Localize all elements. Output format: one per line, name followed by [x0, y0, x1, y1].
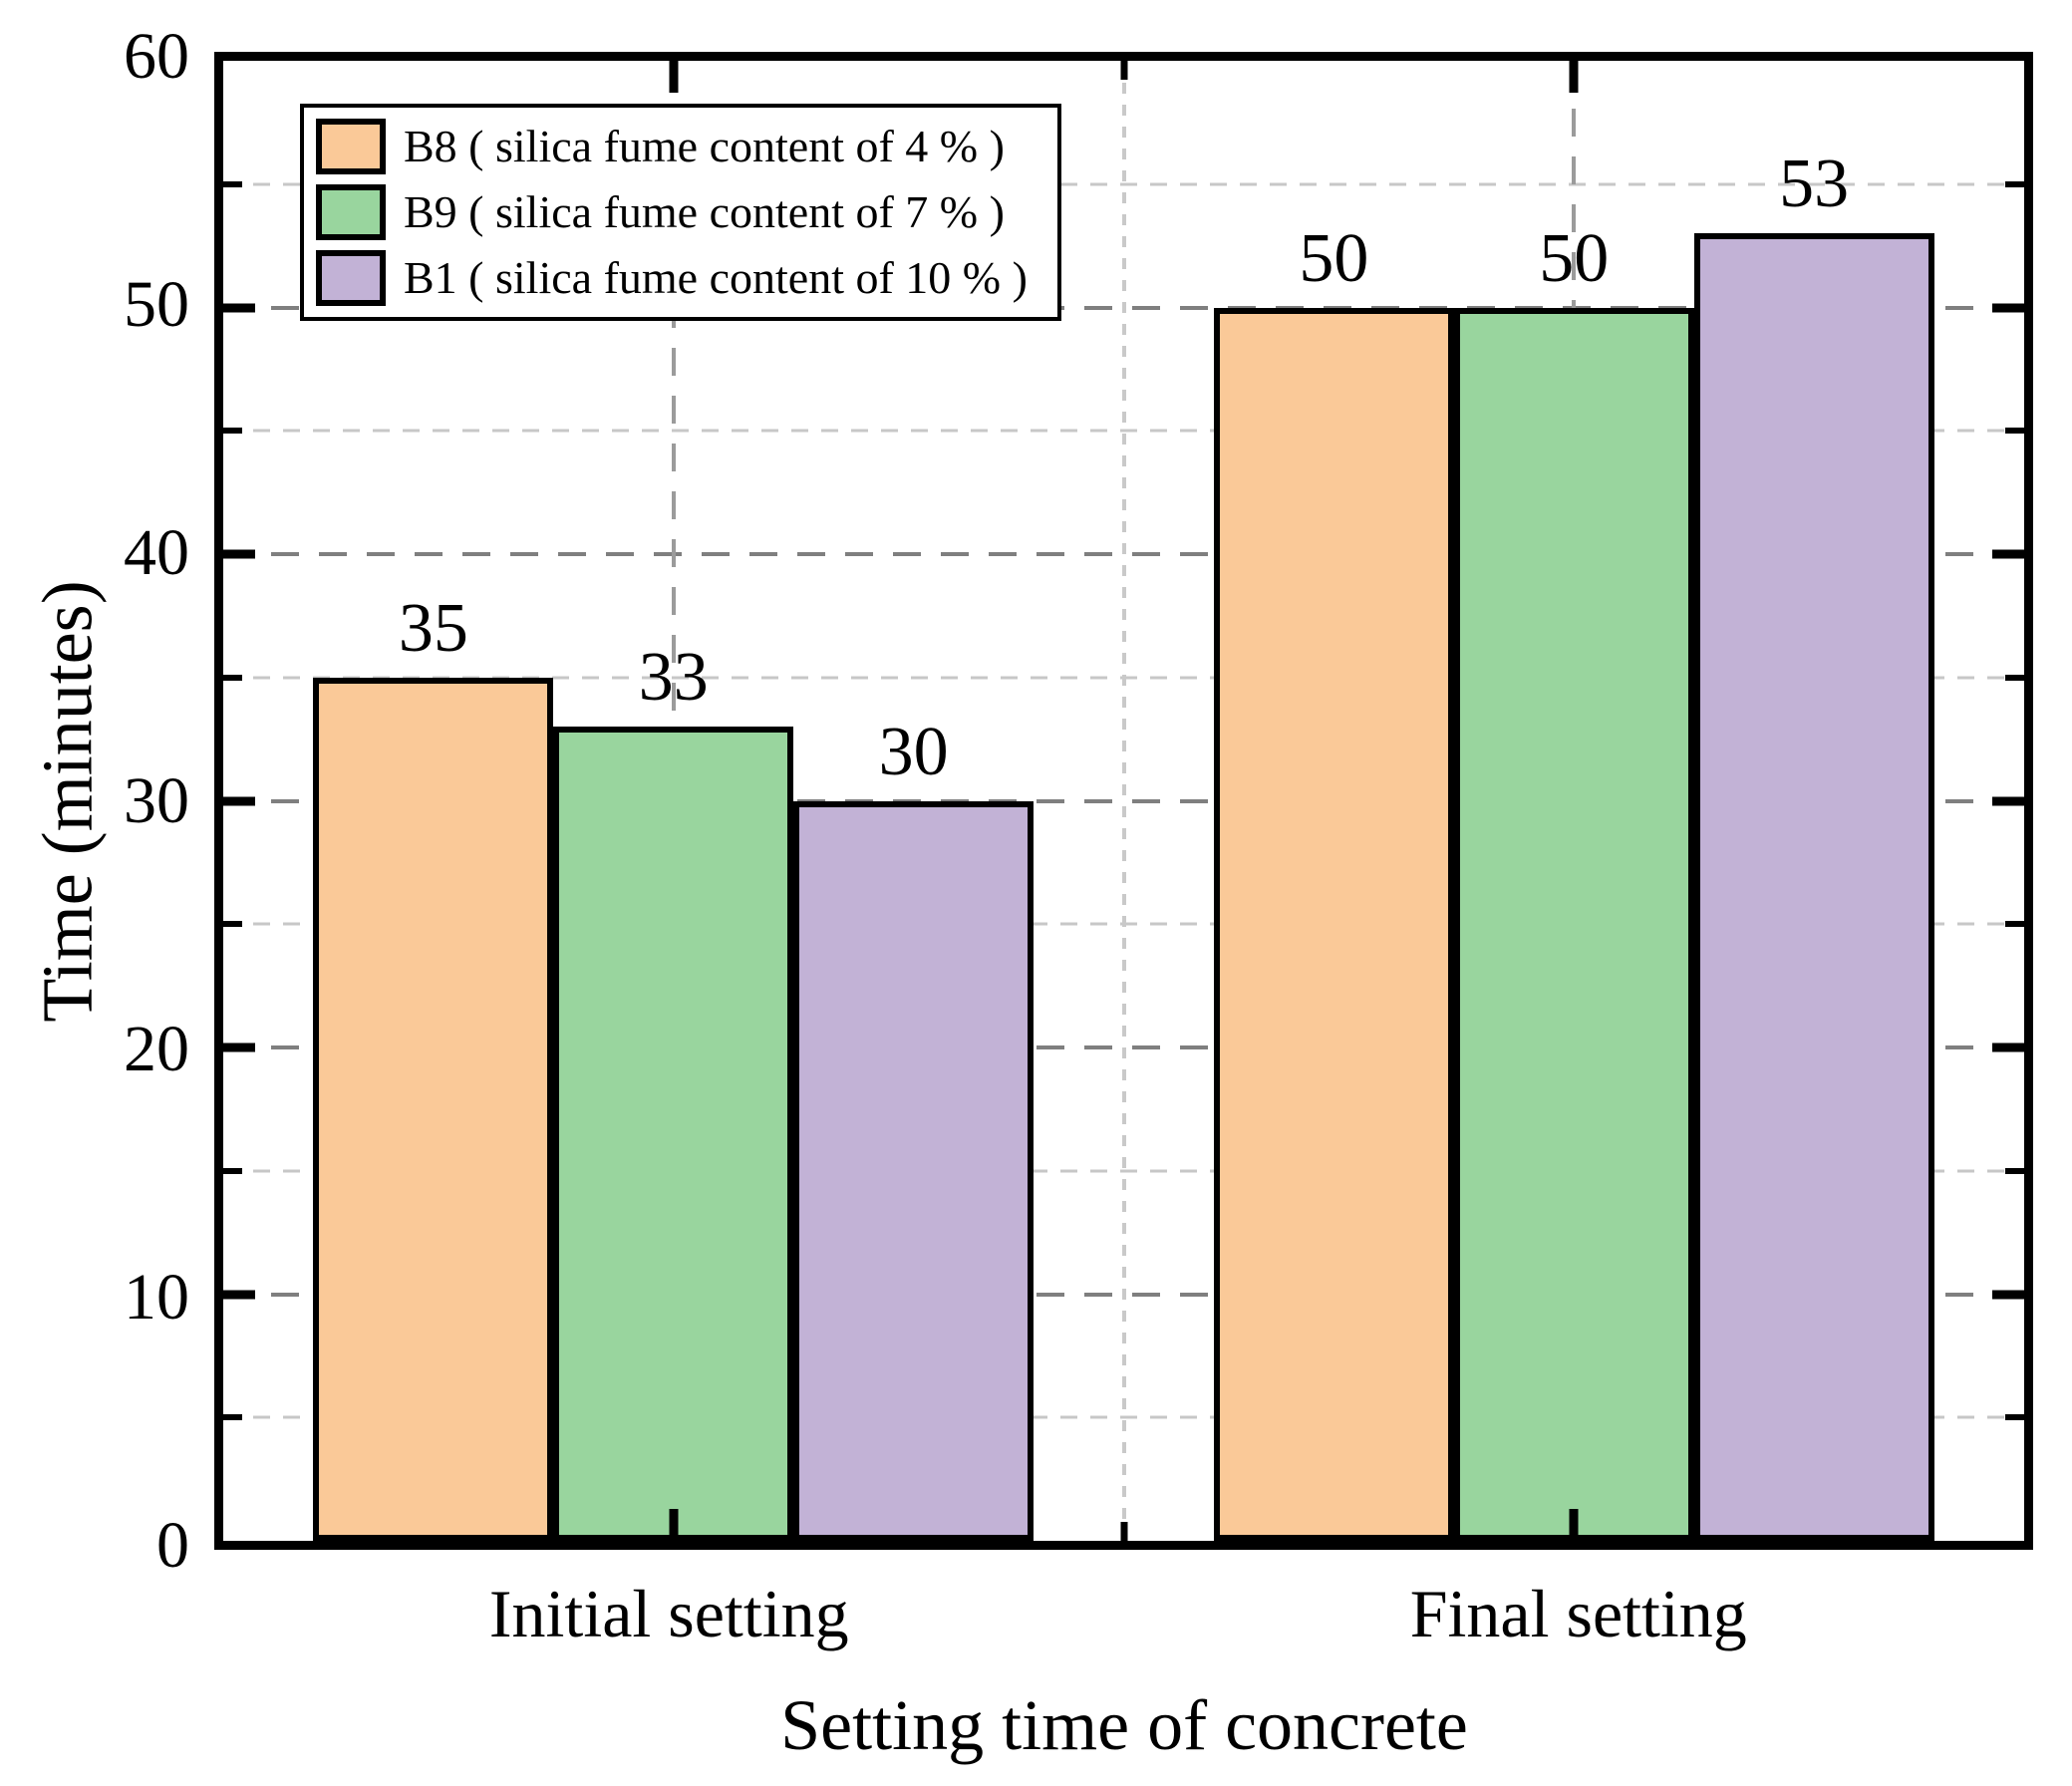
ytick-left-5	[223, 1414, 242, 1421]
bar-value-label: 50	[1539, 219, 1610, 297]
ytick-left-10	[223, 1290, 255, 1299]
bar-value-label: 53	[1779, 146, 1850, 223]
legend-swatch-icon	[316, 250, 386, 306]
xtick-bottom-0	[669, 1509, 679, 1541]
ytick-left-50	[223, 303, 255, 312]
ytick-left-15	[223, 1167, 242, 1174]
y-tick-label-50: 50	[124, 267, 189, 341]
gridline-x-boundary	[1121, 61, 1126, 1541]
legend-row-2: B1 ( silica fume content of 10 % )	[316, 245, 1028, 311]
legend-label-1: B9 ( silica fume content of 7 % )	[404, 186, 1005, 237]
y-tick-label-60: 60	[124, 19, 189, 93]
bar-initial-setting-s0	[313, 677, 554, 1541]
ytick-left-20	[223, 1042, 255, 1052]
bar-final-setting-s1	[1453, 307, 1694, 1541]
bar-initial-setting-s2	[793, 800, 1035, 1541]
y-tick-label-40: 40	[124, 515, 189, 589]
ytick-right-25	[2005, 921, 2024, 928]
x-category-label-0: Initial setting	[488, 1576, 849, 1651]
plot-area: 35 33 30 50 50 53 B8 ( silica fume content of…	[214, 52, 2033, 1550]
ytick-left-45	[223, 428, 242, 435]
bar-initial-setting-s1	[553, 727, 794, 1541]
legend-label-2: B1 ( silica fume content of 10 % )	[404, 252, 1028, 303]
xtick-top-0	[669, 61, 679, 93]
y-tick-label-20: 20	[124, 1012, 189, 1085]
ytick-right-5	[2005, 1414, 2024, 1421]
plot-inner: 35 33 30 50 50 53	[223, 61, 2024, 1541]
legend-swatch-icon	[316, 184, 386, 240]
ytick-left-25	[223, 921, 242, 928]
bar-value-label: 33	[638, 639, 709, 717]
xtick-bottom-boundary	[1120, 1522, 1127, 1541]
ytick-right-15	[2005, 1167, 2024, 1174]
legend-row-0: B8 ( silica fume content of 4 % )	[316, 114, 1028, 179]
x-axis-title: Setting time of concrete	[780, 1685, 1468, 1765]
ytick-right-50	[1992, 303, 2024, 312]
xtick-bottom-1	[1569, 1509, 1579, 1541]
ytick-left-35	[223, 674, 242, 681]
ytick-right-10	[1992, 1290, 2024, 1299]
ytick-right-40	[1992, 549, 2024, 559]
bar-final-setting-s0	[1213, 307, 1454, 1541]
ytick-left-40	[223, 549, 255, 559]
ytick-left-30	[223, 796, 255, 805]
y-tick-label-10: 10	[124, 1260, 189, 1334]
legend-swatch-icon	[316, 119, 386, 174]
legend-label-0: B8 ( silica fume content of 4 % )	[404, 121, 1005, 171]
ytick-right-55	[2005, 180, 2024, 187]
legend: B8 ( silica fume content of 4 % ) B9 ( si…	[300, 104, 1061, 321]
xtick-top-boundary	[1120, 61, 1127, 80]
ytick-right-30	[1992, 796, 2024, 805]
bar-value-label: 50	[1299, 219, 1369, 297]
y-tick-label-0: 0	[156, 1508, 189, 1582]
bar-final-setting-s2	[1693, 233, 1934, 1541]
bar-value-label: 30	[878, 713, 949, 790]
ytick-left-55	[223, 180, 242, 187]
ytick-right-35	[2005, 674, 2024, 681]
y-tick-label-30: 30	[124, 763, 189, 837]
bar-value-label: 35	[398, 589, 468, 667]
legend-row-1: B9 ( silica fume content of 7 % )	[316, 179, 1028, 245]
x-category-label-1: Final setting	[1409, 1576, 1747, 1651]
xtick-top-1	[1569, 61, 1579, 93]
ytick-right-20	[1992, 1042, 2024, 1052]
ytick-right-45	[2005, 428, 2024, 435]
